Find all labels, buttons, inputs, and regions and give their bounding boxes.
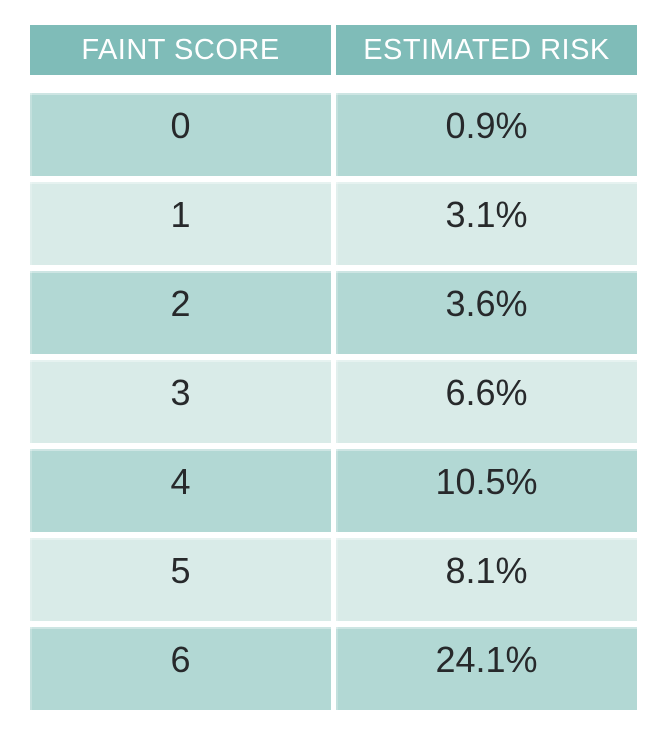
risk-cell: 0.9%: [336, 93, 637, 176]
table-header-row: FAINT SCORE ESTIMATED RISK: [30, 25, 637, 75]
risk-cell: 3.6%: [336, 271, 637, 354]
score-cell: 1: [30, 182, 331, 265]
table-body: 0 0.9% 1 3.1% 2 3.6% 3 6.6% 4 10.5% 5 8.…: [30, 93, 637, 710]
risk-cell: 3.1%: [336, 182, 637, 265]
score-cell: 3: [30, 360, 331, 443]
header-estimated-risk: ESTIMATED RISK: [336, 25, 637, 75]
table-row: 4 10.5%: [30, 449, 637, 532]
table-row: 5 8.1%: [30, 538, 637, 621]
table-row: 1 3.1%: [30, 182, 637, 265]
table-row: 0 0.9%: [30, 93, 637, 176]
table-row: 3 6.6%: [30, 360, 637, 443]
score-cell: 0: [30, 93, 331, 176]
score-cell: 5: [30, 538, 331, 621]
score-cell: 6: [30, 627, 331, 710]
header-faint-score: FAINT SCORE: [30, 25, 331, 75]
table-row: 6 24.1%: [30, 627, 637, 710]
risk-cell: 10.5%: [336, 449, 637, 532]
risk-cell: 24.1%: [336, 627, 637, 710]
risk-cell: 6.6%: [336, 360, 637, 443]
table-row: 2 3.6%: [30, 271, 637, 354]
risk-cell: 8.1%: [336, 538, 637, 621]
score-cell: 4: [30, 449, 331, 532]
score-cell: 2: [30, 271, 331, 354]
faint-score-risk-table: FAINT SCORE ESTIMATED RISK 0 0.9% 1 3.1%…: [30, 25, 637, 716]
